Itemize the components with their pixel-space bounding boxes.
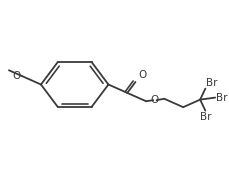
Text: O: O [13,71,21,81]
Text: O: O [139,70,147,80]
Text: Br: Br [200,112,211,122]
Text: O: O [150,95,158,105]
Text: Br: Br [207,78,218,88]
Text: Br: Br [216,93,228,103]
